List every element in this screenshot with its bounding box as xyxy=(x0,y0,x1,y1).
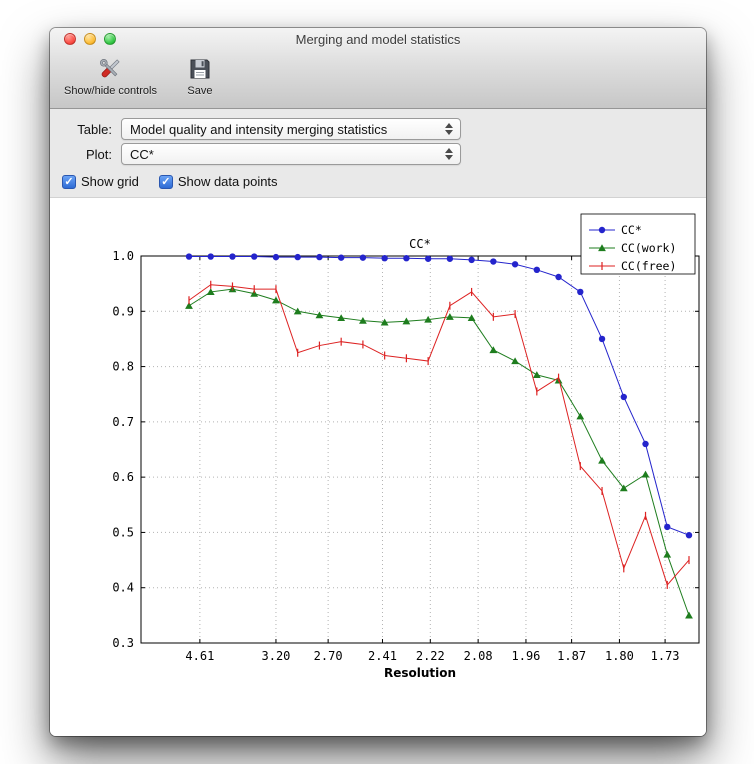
save-icon xyxy=(187,54,213,84)
svg-text:2.22: 2.22 xyxy=(416,649,445,663)
checkbox-row: Show grid Show data points xyxy=(62,174,706,189)
zoom-button[interactable] xyxy=(104,33,116,45)
save-button[interactable]: Save xyxy=(183,53,217,98)
plot-label: Plot: xyxy=(85,146,112,162)
table-dropdown[interactable]: Model quality and intensity merging stat… xyxy=(121,118,461,140)
plot-row: Plot: CC* xyxy=(62,143,706,165)
svg-text:0.5: 0.5 xyxy=(112,525,134,539)
app-window: Merging and model statistics xyxy=(50,28,706,736)
chart-title: CC* xyxy=(409,237,431,251)
show-hide-controls-button[interactable]: Show/hide controls xyxy=(60,53,161,98)
svg-text:3.20: 3.20 xyxy=(262,649,291,663)
window-chrome: Merging and model statistics xyxy=(50,28,706,109)
show-hide-controls-label: Show/hide controls xyxy=(64,85,157,97)
traffic-lights xyxy=(64,33,116,45)
axis-ticks xyxy=(141,255,699,644)
plot-dropdown[interactable]: CC* xyxy=(121,143,461,165)
svg-text:2.41: 2.41 xyxy=(368,649,397,663)
show-grid-label: Show grid xyxy=(81,174,139,189)
table-dropdown-value: Model quality and intensity merging stat… xyxy=(130,121,388,137)
toolbar: Show/hide controls Save xyxy=(50,50,706,108)
svg-text:CC(free): CC(free) xyxy=(621,259,676,273)
y-tick-labels: 0.3 0.4 0.5 0.6 0.7 0.8 0.9 1.0 xyxy=(112,249,134,650)
svg-text:0.8: 0.8 xyxy=(112,360,134,374)
svg-text:2.70: 2.70 xyxy=(314,649,343,663)
series-cc-free- xyxy=(188,280,690,589)
controls-panel: Table: Model quality and intensity mergi… xyxy=(50,109,706,198)
chart-section: 0.3 0.4 0.5 0.6 0.7 0.8 0.9 1.0 4.61 3.20 2.70 2.41… xyxy=(50,198,706,736)
save-label: Save xyxy=(187,85,213,97)
plot-frame xyxy=(140,255,700,644)
svg-text:0.4: 0.4 xyxy=(112,581,134,595)
svg-text:2.08: 2.08 xyxy=(464,649,493,663)
grid-lines xyxy=(141,255,699,644)
svg-text:1.80: 1.80 xyxy=(605,649,634,663)
svg-text:0.7: 0.7 xyxy=(112,415,134,429)
minimize-button[interactable] xyxy=(84,33,96,45)
legend: CC* CC(work) CC(free) xyxy=(580,213,696,275)
chart-canvas: 0.3 0.4 0.5 0.6 0.7 0.8 0.9 1.0 4.61 3.20 2.70 2.41… xyxy=(112,213,700,680)
plot-dropdown-value: CC* xyxy=(130,146,154,162)
svg-text:0.6: 0.6 xyxy=(112,470,134,484)
show-grid-checkbox[interactable]: Show grid xyxy=(62,174,139,189)
svg-text:CC(work): CC(work) xyxy=(621,241,676,255)
svg-text:0.9: 0.9 xyxy=(112,304,134,318)
dropdown-arrows-icon xyxy=(445,123,454,135)
x-axis-label: Resolution xyxy=(384,666,456,680)
svg-text:1.0: 1.0 xyxy=(112,249,134,263)
dropdown-arrows-icon xyxy=(445,148,454,160)
svg-text:0.3: 0.3 xyxy=(112,636,134,650)
show-data-points-checkbox[interactable]: Show data points xyxy=(158,174,278,189)
table-label: Table: xyxy=(77,121,112,137)
window-titlebar[interactable]: Merging and model statistics xyxy=(50,28,706,50)
checkbox-check-icon xyxy=(158,174,173,189)
tools-icon xyxy=(96,54,124,84)
window-title: Merging and model statistics xyxy=(295,31,461,47)
checkbox-check-icon xyxy=(62,174,76,189)
svg-text:1.73: 1.73 xyxy=(651,649,680,663)
svg-text:CC*: CC* xyxy=(621,223,642,237)
svg-text:4.61: 4.61 xyxy=(185,649,214,663)
close-button[interactable] xyxy=(64,33,76,45)
svg-text:1.96: 1.96 xyxy=(512,649,541,663)
series-cc-work- xyxy=(185,285,693,619)
show-data-points-label: Show data points xyxy=(177,174,278,189)
svg-text:1.87: 1.87 xyxy=(557,649,586,663)
series-cc- xyxy=(185,253,693,539)
x-tick-labels: 4.61 3.20 2.70 2.41 2.22 2.08 1.96 1.87 1.80 1.73 xyxy=(185,649,679,663)
table-row: Table: Model quality and intensity mergi… xyxy=(62,118,706,140)
